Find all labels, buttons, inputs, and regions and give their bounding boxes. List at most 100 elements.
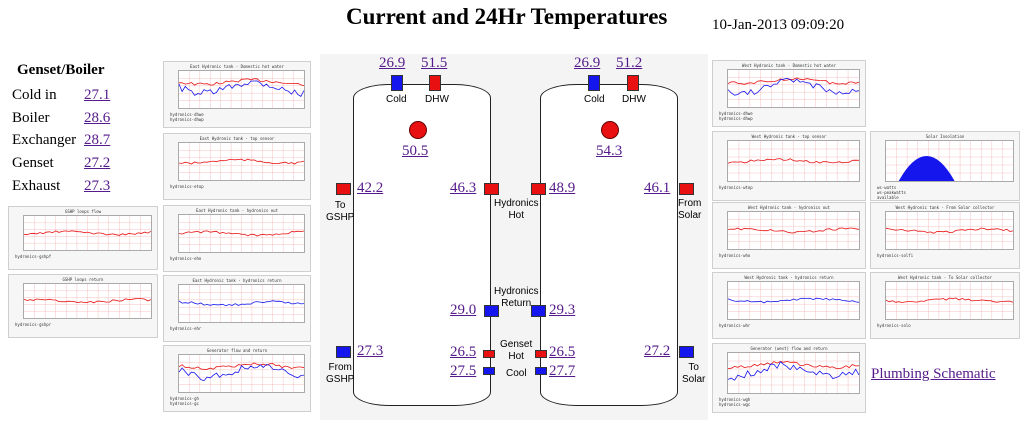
- graph-east-hydronics-out[interactable]: East Hydronic tank - hydronics out hydron…: [163, 205, 311, 272]
- graph-legend: hydronics-solfi: [877, 253, 1016, 258]
- graph-legend: hydronics-gshpf: [15, 254, 154, 259]
- east-genset-hot-port: [483, 350, 495, 358]
- series-line: [178, 363, 305, 382]
- graph-legend: hydronics-gh hydronics-gc: [170, 396, 307, 406]
- series-line: [179, 78, 305, 87]
- graph-west-from-solar[interactable]: West Hydronic tank - From Solar collecto…: [870, 202, 1020, 269]
- graph-west-generator-flow-return[interactable]: Generator (west) flow and return hydronic…: [712, 343, 866, 413]
- graph-legend: hydronics-dhwe hydronics-dhwp: [170, 112, 307, 122]
- east-dhw-port: [429, 75, 441, 91]
- legend-entry: hydronics-dhwp: [719, 116, 753, 121]
- east-top-value[interactable]: 50.5: [402, 143, 429, 159]
- cold-in-value-link[interactable]: 27.1: [84, 87, 111, 103]
- row-label: Exchanger: [12, 132, 77, 148]
- east-to-gshp-value[interactable]: 42.2: [357, 180, 384, 196]
- legend-entry: hydronics-whr: [719, 323, 751, 328]
- west-cold-value[interactable]: 26.9: [574, 55, 601, 71]
- east-hydronics-hot-value[interactable]: 46.3: [450, 180, 477, 196]
- series-line: [727, 77, 860, 96]
- graph-lines: [885, 212, 1014, 249]
- genset-boiler-title: Genset/Boiler: [17, 62, 105, 78]
- graph-east-dhw[interactable]: East Hydronic tank - Domestic hot water h…: [163, 61, 311, 128]
- graph-generator-flow-return[interactable]: Generator flow and return hydronics-gh hyd…: [163, 345, 311, 412]
- west-genset-hot-value[interactable]: 26.5: [549, 344, 576, 360]
- graph-lines: [727, 212, 860, 249]
- series-line: [727, 227, 860, 234]
- east-cold-label: Cold: [386, 94, 407, 105]
- series-line: [178, 300, 305, 307]
- east-genset-hot-value[interactable]: 26.5: [450, 344, 477, 360]
- graph-west-hydronics-out[interactable]: West Hydronic tank - hydronics out hydron…: [712, 202, 866, 269]
- legend-entry: hydronics-gc: [170, 401, 199, 406]
- legend-entry: hydronics-ehr: [170, 326, 202, 331]
- legend-entry: hydronics-dhwe: [719, 111, 753, 116]
- series-line: [178, 362, 305, 370]
- hydronics-return-label: Hydronics Return: [494, 286, 539, 309]
- graph-gshp-flow[interactable]: GSHP loops flow hydronics-gshpf: [8, 206, 158, 270]
- graph-legend: hydronics-ehr: [170, 326, 307, 331]
- series-line: [885, 297, 1014, 303]
- genset-row-boiler: Boiler 28.6: [12, 110, 110, 127]
- east-cold-value[interactable]: 26.9: [379, 55, 406, 71]
- plumbing-schematic-link[interactable]: Plumbing Schematic: [871, 366, 996, 382]
- west-from-solar-port: [679, 183, 694, 195]
- graph-title: West Hydronic tank - hydronics out: [748, 205, 830, 210]
- series-line: [23, 230, 152, 236]
- graph-legend: hydronics-wgh hydronics-wgc: [719, 397, 862, 407]
- graph-lines: [727, 282, 860, 319]
- east-cool-value[interactable]: 27.5: [450, 363, 477, 379]
- graph-west-to-solar[interactable]: West Hydronic tank - To Solar collector h…: [870, 272, 1020, 339]
- graph-west-top[interactable]: West Hydronic tank - top sensor hydronics…: [712, 131, 866, 201]
- graph-west-hydronics-return[interactable]: West Hydronic tank - hydronics return hyd…: [712, 272, 866, 339]
- east-hydronics-return-value[interactable]: 29.0: [450, 302, 477, 318]
- legend-entry: hydronics-gshpf: [15, 254, 52, 259]
- east-dhw-label: DHW: [425, 94, 449, 105]
- legend-entry: hydronics-wgh: [719, 397, 751, 402]
- hydronics-hot-label: Hydronics Hot: [494, 198, 539, 221]
- graph-east-top[interactable]: East Hydronic tank - top sensor hydronics…: [163, 133, 311, 200]
- graph-lines: [727, 353, 860, 393]
- west-top-value[interactable]: 54.3: [596, 143, 623, 159]
- west-hydronics-return-value[interactable]: 29.3: [549, 302, 576, 318]
- graph-lines: [885, 282, 1014, 319]
- east-dhw-value[interactable]: 51.5: [421, 55, 448, 71]
- graph-east-hydronics-return[interactable]: East Hydronic tank - hydronics return hyd…: [163, 275, 311, 342]
- graph-title: Generator flow and return: [206, 348, 268, 353]
- legend-entry: ws-peakwatts: [877, 190, 906, 195]
- graph-lines: [178, 215, 305, 252]
- east-from-gshp-label: From GSHP: [326, 362, 355, 385]
- graph-legend: hydronics-gshpr: [15, 322, 154, 327]
- genset-row-cold-in: Cold in 27.1: [12, 87, 110, 104]
- west-dhw-value[interactable]: 51.2: [616, 55, 643, 71]
- exhaust-value-link[interactable]: 27.3: [84, 178, 111, 194]
- west-from-solar-value[interactable]: 46.1: [644, 180, 671, 196]
- west-hydronics-hot-value[interactable]: 48.9: [549, 180, 576, 196]
- east-hydronics-hot-port: [484, 183, 499, 195]
- graph-legend: hydronics-dhwe hydronics-dhwp: [719, 111, 862, 121]
- graph-legend: hydronics-whr: [719, 323, 862, 328]
- genset-row-genset: Genset 27.2: [12, 155, 110, 172]
- boiler-value-link[interactable]: 28.6: [84, 110, 111, 126]
- east-from-gshp-value[interactable]: 27.3: [357, 343, 384, 359]
- genset-hot-label: Genset Hot: [500, 339, 533, 362]
- west-to-solar-value[interactable]: 27.2: [644, 343, 671, 359]
- exchanger-value-link[interactable]: 28.7: [84, 132, 111, 148]
- east-to-gshp-port: [336, 183, 351, 195]
- graph-lines: [886, 141, 1013, 181]
- west-cold-port: [588, 75, 600, 91]
- graph-solar-insolation[interactable]: Solar Insolation ws-watts ws-peakwatts avai…: [870, 131, 1020, 201]
- west-hydronics-hot-port: [531, 183, 546, 195]
- series-line: [727, 158, 860, 164]
- legend-entry: hydronics-etop: [170, 184, 204, 189]
- series-line: [178, 80, 305, 97]
- west-cool-value[interactable]: 27.7: [549, 363, 576, 379]
- graph-legend: hydronics-solo: [877, 323, 1016, 328]
- graph-gshp-return[interactable]: GSHP loops return hydronics-gshpr: [8, 274, 158, 338]
- graph-title: West Hydronic tank - Domestic hot water: [742, 63, 836, 68]
- graph-title: West Hydronic tank - top sensor: [751, 134, 827, 139]
- west-from-solar-label: From Solar: [678, 198, 702, 221]
- graph-title: East Hydronic tank - top sensor: [199, 136, 275, 141]
- graph-lines: [23, 216, 152, 250]
- genset-value-link[interactable]: 27.2: [84, 155, 111, 171]
- graph-west-dhw[interactable]: West Hydronic tank - Domestic hot water h…: [712, 60, 866, 127]
